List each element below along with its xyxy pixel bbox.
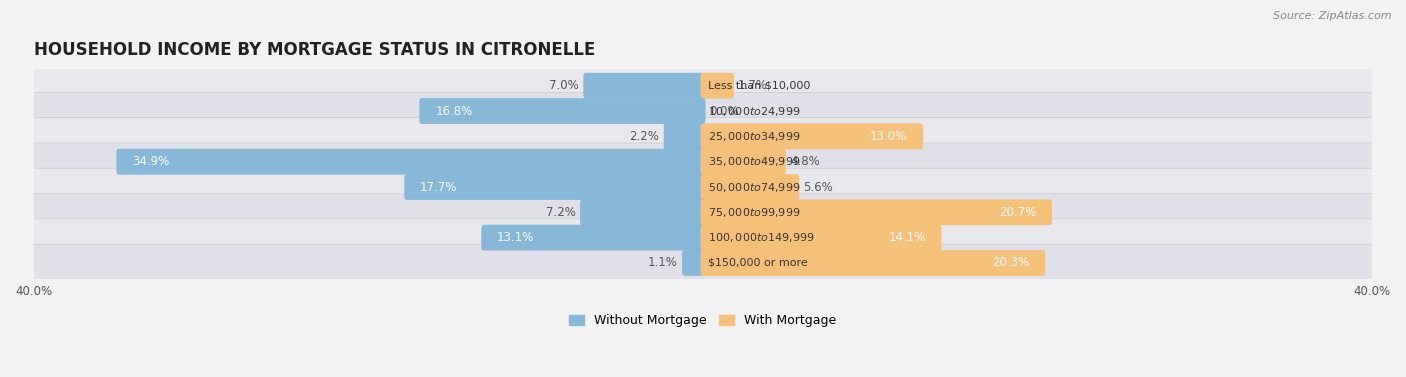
Text: 0.0%: 0.0% [710, 104, 740, 118]
Text: 13.1%: 13.1% [498, 231, 534, 244]
FancyBboxPatch shape [682, 250, 706, 276]
FancyBboxPatch shape [28, 244, 1378, 282]
Text: 2.2%: 2.2% [630, 130, 659, 143]
Text: 14.1%: 14.1% [889, 231, 925, 244]
Text: 17.7%: 17.7% [420, 181, 457, 193]
FancyBboxPatch shape [117, 149, 706, 175]
Text: 4.8%: 4.8% [790, 155, 820, 168]
FancyBboxPatch shape [700, 123, 924, 149]
Text: 5.6%: 5.6% [803, 181, 834, 193]
FancyBboxPatch shape [405, 174, 706, 200]
Text: $150,000 or more: $150,000 or more [709, 258, 808, 268]
FancyBboxPatch shape [28, 118, 1378, 155]
Text: Less than $10,000: Less than $10,000 [709, 81, 810, 91]
FancyBboxPatch shape [583, 73, 706, 99]
FancyBboxPatch shape [28, 92, 1378, 130]
Text: Source: ZipAtlas.com: Source: ZipAtlas.com [1274, 11, 1392, 21]
FancyBboxPatch shape [664, 123, 706, 149]
Text: $75,000 to $99,999: $75,000 to $99,999 [709, 206, 800, 219]
Text: $100,000 to $149,999: $100,000 to $149,999 [709, 231, 814, 244]
Legend: Without Mortgage, With Mortgage: Without Mortgage, With Mortgage [564, 309, 842, 332]
Text: $25,000 to $34,999: $25,000 to $34,999 [709, 130, 800, 143]
FancyBboxPatch shape [700, 225, 942, 251]
FancyBboxPatch shape [28, 168, 1378, 206]
FancyBboxPatch shape [700, 250, 1045, 276]
Text: 34.9%: 34.9% [132, 155, 170, 168]
FancyBboxPatch shape [581, 199, 706, 225]
Text: 1.7%: 1.7% [738, 79, 768, 92]
FancyBboxPatch shape [700, 73, 734, 99]
Text: HOUSEHOLD INCOME BY MORTGAGE STATUS IN CITRONELLE: HOUSEHOLD INCOME BY MORTGAGE STATUS IN C… [34, 41, 595, 60]
Text: 20.7%: 20.7% [998, 206, 1036, 219]
Text: $50,000 to $74,999: $50,000 to $74,999 [709, 181, 800, 193]
FancyBboxPatch shape [28, 194, 1378, 231]
Text: $35,000 to $49,999: $35,000 to $49,999 [709, 155, 800, 168]
FancyBboxPatch shape [28, 67, 1378, 104]
FancyBboxPatch shape [700, 174, 799, 200]
Text: 7.0%: 7.0% [550, 79, 579, 92]
Text: 7.2%: 7.2% [546, 206, 576, 219]
Text: $10,000 to $24,999: $10,000 to $24,999 [709, 104, 800, 118]
FancyBboxPatch shape [28, 143, 1378, 181]
FancyBboxPatch shape [419, 98, 706, 124]
Text: 20.3%: 20.3% [993, 256, 1029, 270]
FancyBboxPatch shape [700, 199, 1052, 225]
Text: 16.8%: 16.8% [436, 104, 472, 118]
Text: 13.0%: 13.0% [870, 130, 907, 143]
Text: 1.1%: 1.1% [648, 256, 678, 270]
FancyBboxPatch shape [700, 149, 786, 175]
FancyBboxPatch shape [28, 219, 1378, 256]
FancyBboxPatch shape [481, 225, 706, 251]
